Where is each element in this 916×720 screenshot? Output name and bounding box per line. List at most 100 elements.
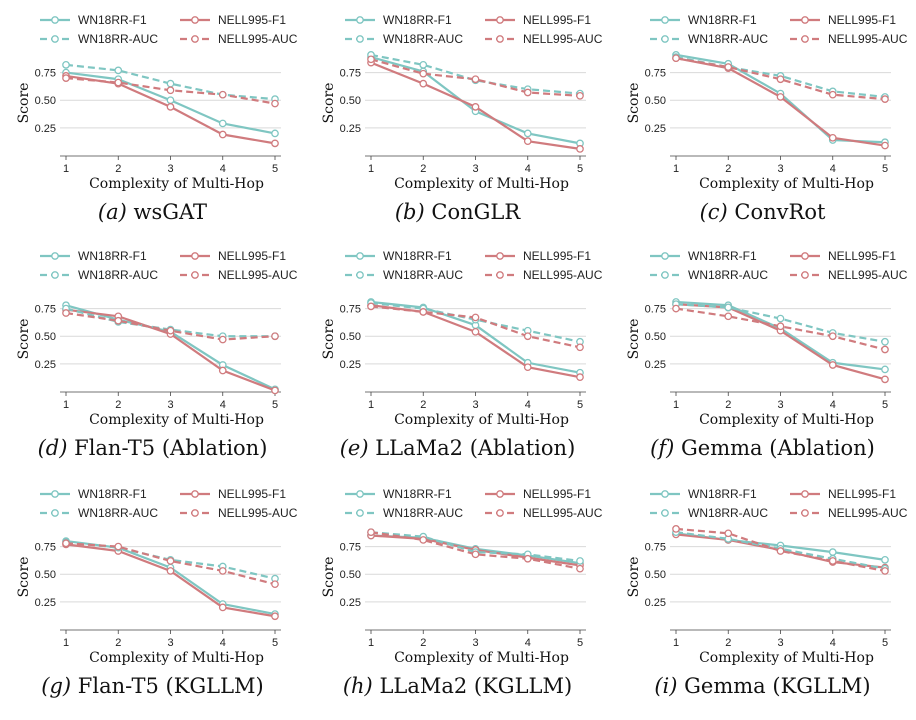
caption-title: LLaMa2 (KGLLM) xyxy=(379,674,573,698)
series-line-nell995-auc xyxy=(65,311,276,341)
y-tick-label: 0.25 xyxy=(35,359,56,371)
chart-panel-b: 0.25 0.50 0.75 1 2 3 4 5 Complexity of Multi-Hop… xyxy=(305,0,610,240)
data-point-nell995-f1 xyxy=(576,373,584,382)
x-axis-label: Complexity of Multi-Hop xyxy=(394,650,569,666)
legend-marker-nell995-auc xyxy=(191,35,199,43)
legend-label: WN18RR-AUC xyxy=(383,268,463,282)
data-point-nell995-f1 xyxy=(523,363,532,372)
legend-label: NELL995-F1 xyxy=(828,487,896,501)
chart-caption: (a) wsGAT xyxy=(0,200,305,224)
caption-title: ConGLR xyxy=(431,200,521,224)
data-point-nell995-auc xyxy=(367,528,375,537)
legend-marker-nell995-f1 xyxy=(801,490,809,498)
legend-marker-nell995-auc xyxy=(801,35,809,43)
x-tick-label: 5 xyxy=(272,637,278,649)
data-point-wn18rr-f1 xyxy=(881,556,889,564)
x-axis-label: Complexity of Multi-Hop xyxy=(394,176,569,192)
y-tick-label: 0.25 xyxy=(340,123,361,135)
chart-plot: 0.25 0.50 0.75 1 2 3 4 5 Complexity of Multi-Hop… xyxy=(626,13,908,192)
chart-caption: (h) LLaMa2 (KGLLM) xyxy=(305,674,610,698)
legend-marker-nell995-f1 xyxy=(191,490,199,498)
x-axis-label: Complexity of Multi-Hop xyxy=(89,412,264,428)
data-point-nell995-auc xyxy=(114,542,123,551)
data-point-wn18rr-f1 xyxy=(166,96,175,105)
legend-marker-wn18rr-f1 xyxy=(661,252,669,260)
data-point-nell995-auc xyxy=(672,54,680,63)
series-line-nell995-f1 xyxy=(65,543,276,618)
x-axis-label: Complexity of Multi-Hop xyxy=(699,412,874,428)
x-axis-label: Complexity of Multi-Hop xyxy=(699,650,874,666)
legend-marker-nell995-f1 xyxy=(801,252,809,260)
data-point-nell995-auc xyxy=(166,86,175,95)
legend-label: WN18RR-F1 xyxy=(383,13,452,27)
x-axis-label: Complexity of Multi-Hop xyxy=(89,650,264,666)
data-point-wn18rr-f1 xyxy=(881,365,889,374)
x-tick-label: 4 xyxy=(220,637,226,649)
y-tick-label: 0.25 xyxy=(35,597,56,609)
data-point-nell995-f1 xyxy=(576,145,584,153)
chart-panel-d: 0.25 0.50 0.75 1 2 3 4 5 Complexity of Multi-Hop… xyxy=(0,236,305,476)
y-axis-label: Score xyxy=(626,557,642,598)
data-point-wn18rr-f1 xyxy=(271,129,279,138)
series-line-nell995-f1 xyxy=(675,57,886,147)
data-point-nell995-auc xyxy=(271,99,279,108)
data-point-wn18rr-f1 xyxy=(218,119,227,128)
x-tick-label: 4 xyxy=(830,637,836,649)
data-point-nell995-auc xyxy=(218,335,227,344)
x-tick-label: 1 xyxy=(673,399,679,411)
data-point-nell995-auc xyxy=(419,536,428,544)
legend-label: WN18RR-F1 xyxy=(688,487,757,501)
legend-marker-wn18rr-auc xyxy=(51,271,59,279)
legend-label: WN18RR-F1 xyxy=(688,13,757,27)
chart-caption: (g) Flan-T5 (KGLLM) xyxy=(0,674,305,698)
y-tick-label: 0.50 xyxy=(340,95,361,107)
legend-marker-wn18rr-f1 xyxy=(661,490,669,498)
legend-label: NELL995-AUC xyxy=(218,268,298,282)
x-tick-label: 5 xyxy=(882,637,888,649)
legend-label: NELL995-F1 xyxy=(218,487,286,501)
data-point-nell995-auc xyxy=(367,55,375,64)
data-point-nell995-auc xyxy=(166,557,175,565)
data-point-nell995-f1 xyxy=(271,139,279,148)
chart-panel-f: 0.25 0.50 0.75 1 2 3 4 5 Complexity of Multi-Hop… xyxy=(610,236,915,476)
data-point-nell995-auc xyxy=(724,63,733,71)
series-line-wn18rr-auc xyxy=(65,63,276,101)
legend-label: NELL995-AUC xyxy=(523,32,603,46)
y-axis-label: Score xyxy=(16,557,32,598)
x-tick-label: 2 xyxy=(115,399,121,411)
legend-marker-nell995-f1 xyxy=(801,16,809,24)
legend-marker-wn18rr-auc xyxy=(661,271,669,279)
x-tick-label: 3 xyxy=(167,399,173,411)
x-tick-label: 3 xyxy=(777,399,783,411)
legend-label: WN18RR-F1 xyxy=(78,487,147,501)
x-tick-label: 1 xyxy=(368,637,374,649)
legend-marker-nell995-auc xyxy=(496,271,504,279)
x-tick-label: 5 xyxy=(272,399,278,411)
y-tick-label: 0.50 xyxy=(645,95,666,107)
x-tick-label: 3 xyxy=(777,163,783,175)
data-point-nell995-auc xyxy=(62,309,70,317)
legend-marker-wn18rr-auc xyxy=(51,509,59,517)
x-tick-label: 4 xyxy=(830,399,836,411)
x-tick-label: 3 xyxy=(472,163,478,175)
x-tick-label: 2 xyxy=(115,637,121,649)
y-tick-label: 0.25 xyxy=(340,597,361,609)
y-tick-label: 0.50 xyxy=(35,95,56,107)
legend-marker-wn18rr-f1 xyxy=(356,16,364,24)
data-point-nell995-auc xyxy=(828,90,837,99)
caption-label: (b) xyxy=(394,200,425,224)
caption-title: Gemma (Ablation) xyxy=(681,436,875,460)
y-tick-label: 0.50 xyxy=(35,569,56,581)
data-point-nell995-auc xyxy=(419,308,428,316)
legend-marker-nell995-f1 xyxy=(191,252,199,260)
legend-label: NELL995-F1 xyxy=(523,487,591,501)
data-point-nell995-auc xyxy=(576,343,584,352)
data-point-nell995-auc xyxy=(419,69,428,78)
data-point-nell995-f1 xyxy=(828,133,837,142)
legend-label: NELL995-AUC xyxy=(218,32,298,46)
data-point-nell995-auc xyxy=(114,78,123,87)
legend-marker-nell995-auc xyxy=(801,271,809,279)
data-point-wn18rr-f1 xyxy=(523,129,532,138)
y-axis-label: Score xyxy=(626,83,642,124)
x-tick-label: 2 xyxy=(420,163,426,175)
